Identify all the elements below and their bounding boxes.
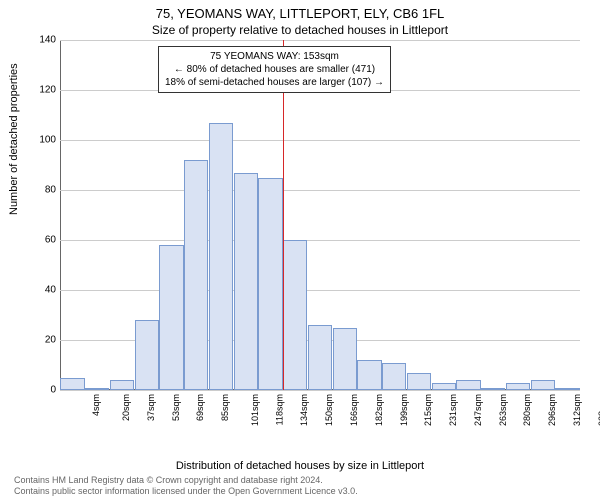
- x-tick: 37sqm: [146, 394, 156, 421]
- x-tick: 199sqm: [399, 394, 409, 426]
- histogram-bar: [85, 388, 109, 391]
- y-tick: 120: [26, 85, 56, 96]
- grid-line: [60, 290, 580, 291]
- y-axis-label: Number of detached properties: [8, 63, 20, 215]
- chart-container: 75, YEOMANS WAY, LITTLEPORT, ELY, CB6 1F…: [0, 0, 600, 500]
- x-tick: 296sqm: [547, 394, 557, 426]
- grid-line: [60, 40, 580, 41]
- histogram-bar: [333, 328, 357, 391]
- histogram-bar: [407, 373, 431, 391]
- grid-line: [60, 390, 580, 391]
- y-tick: 100: [26, 135, 56, 146]
- x-tick: 53sqm: [171, 394, 181, 421]
- x-tick: 312sqm: [572, 394, 582, 426]
- histogram-bar: [234, 173, 258, 391]
- y-tick: 80: [26, 185, 56, 196]
- histogram-bar: [135, 320, 159, 390]
- histogram-bar: [283, 240, 307, 390]
- x-tick: 166sqm: [349, 394, 359, 426]
- annotation-line1: 75 YEOMANS WAY: 153sqm: [165, 50, 384, 63]
- y-tick: 20: [26, 335, 56, 346]
- histogram-bar: [209, 123, 233, 391]
- page-title: 75, YEOMANS WAY, LITTLEPORT, ELY, CB6 1F…: [0, 0, 600, 21]
- footer: Contains HM Land Registry data © Crown c…: [14, 475, 358, 498]
- x-tick: 118sqm: [274, 394, 284, 425]
- x-tick: 280sqm: [522, 394, 532, 426]
- page-subtitle: Size of property relative to detached ho…: [0, 21, 600, 37]
- x-tick: 150sqm: [324, 394, 334, 426]
- histogram-bar: [110, 380, 134, 390]
- annotation-line2: ← 80% of detached houses are smaller (47…: [165, 63, 384, 76]
- y-tick: 140: [26, 35, 56, 46]
- x-tick: 247sqm: [473, 394, 483, 426]
- footer-line1: Contains HM Land Registry data © Crown c…: [14, 475, 358, 486]
- histogram-bar: [258, 178, 282, 391]
- histogram-bar: [555, 388, 579, 391]
- annotation-line3: 18% of semi-detached houses are larger (…: [165, 76, 384, 89]
- grid-line: [60, 190, 580, 191]
- histogram-bar: [481, 388, 505, 391]
- y-tick: 60: [26, 235, 56, 246]
- histogram-bar: [432, 383, 456, 391]
- histogram-bar: [184, 160, 208, 390]
- x-axis-label: Distribution of detached houses by size …: [0, 460, 600, 472]
- x-tick: 263sqm: [498, 394, 508, 426]
- annotation-box: 75 YEOMANS WAY: 153sqm ← 80% of detached…: [158, 46, 391, 93]
- histogram-bar: [531, 380, 555, 390]
- histogram-bar: [456, 380, 480, 390]
- x-tick: 101sqm: [250, 394, 260, 426]
- histogram-bar: [308, 325, 332, 390]
- histogram-bar: [159, 245, 183, 390]
- y-axis-line: [60, 40, 61, 390]
- y-tick: 40: [26, 285, 56, 296]
- x-tick: 69sqm: [195, 394, 205, 421]
- x-tick: 182sqm: [374, 394, 384, 426]
- x-tick: 85sqm: [220, 394, 230, 421]
- x-tick: 134sqm: [300, 394, 310, 426]
- x-tick: 215sqm: [423, 394, 433, 426]
- plot-area: 0204060801001201404sqm20sqm37sqm53sqm69s…: [60, 40, 580, 390]
- x-tick: 20sqm: [121, 394, 131, 421]
- histogram-bar: [357, 360, 381, 390]
- grid-line: [60, 240, 580, 241]
- grid-line: [60, 140, 580, 141]
- footer-line2: Contains public sector information licen…: [14, 486, 358, 497]
- histogram-bar: [382, 363, 406, 391]
- x-tick: 4sqm: [91, 394, 101, 416]
- y-tick: 0: [26, 385, 56, 396]
- x-tick: 231sqm: [448, 394, 458, 426]
- x-tick: 328sqm: [597, 394, 600, 426]
- histogram-bar: [506, 383, 530, 391]
- histogram-bar: [60, 378, 84, 391]
